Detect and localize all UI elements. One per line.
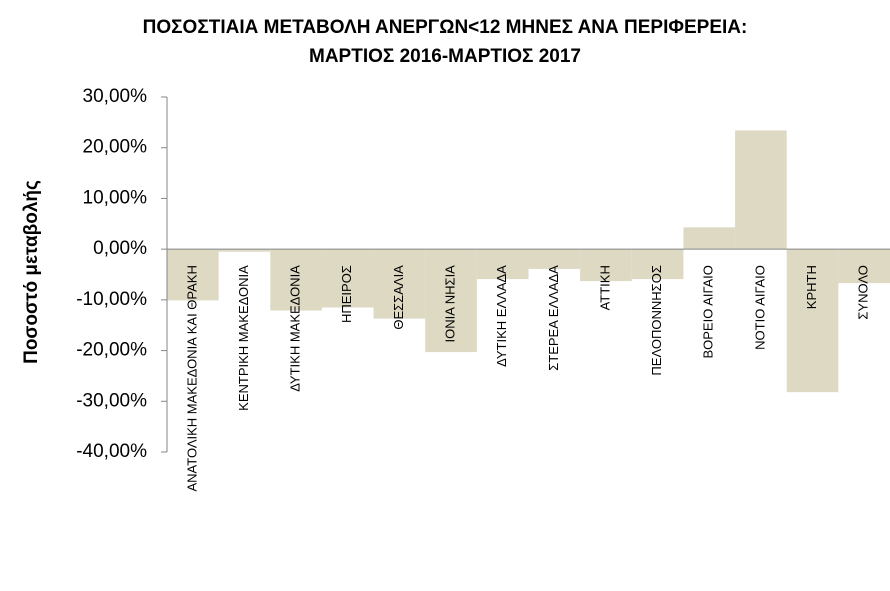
y-tick-label: -20,00% (76, 340, 147, 361)
x-tick-label: ΔΥΤΙΚΗ ΜΑΚΕΔΟΝΙΑ (288, 265, 303, 392)
chart-title: ΜΑΡΤΙΟΣ 2016-ΜΑΡΤΙΟΣ 2017 (309, 46, 581, 67)
bar (270, 249, 322, 311)
bar (476, 249, 529, 280)
x-tick-label: ΠΕΛΟΠΟΝΝΗΣΟΣ (649, 265, 664, 375)
y-tick-label: 0,00% (93, 238, 147, 259)
y-tick-label: 30,00% (83, 86, 148, 107)
x-tick-label: ΣΤΕΡΕΑ ΕΛΛΑΔΑ (546, 265, 561, 371)
x-tick-label: ΒΟΡΕΙΟ ΑΙΓΑΙΟ (701, 265, 716, 358)
bar (580, 249, 632, 282)
x-tick-label: ΔΥΤΙΚΗ ΕΛΛΑΔΑ (494, 265, 509, 367)
x-tick-label: ΘΕΣΣΑΛΙΑ (391, 265, 406, 330)
bar (373, 249, 426, 319)
x-tick-label: ΝΟΤΙΟ ΑΙΓΑΙΟ (752, 265, 767, 350)
y-tick-label: 10,00% (83, 187, 148, 208)
bar (838, 249, 890, 284)
x-tick-label: ΚΕΝΤΡΙΚΗ ΜΑΚΕΔΟΝΙΑ (236, 265, 251, 411)
bar (786, 249, 839, 393)
x-tick-label: ΑΤΤΙΚΗ (597, 265, 612, 310)
x-tick-label: ΙΟΝΙΑ ΝΗΣΙΑ (442, 265, 457, 343)
chart-title: ΠΟΣΟΣΤΙΑΙΑ ΜΕΤΑΒΟΛΗ ΑΝΕΡΓΩΝ<12 ΜΗΝΕΣ ΑΝΑ… (143, 17, 748, 38)
x-tick-label: ΗΠΕΙΡΟΣ (339, 265, 354, 323)
bar (631, 249, 684, 280)
bar (218, 249, 271, 252)
y-tick-label: -10,00% (76, 289, 147, 310)
bar (683, 227, 736, 250)
x-tick-label: ΑΝΑΤΟΛΙΚΗ ΜΑΚΕΔΟΝΙΑ ΚΑΙ ΘΡΑΚΗ (184, 265, 199, 491)
bar (528, 249, 581, 269)
x-tick-label: ΣΥΝΟΛΟ (856, 265, 871, 320)
y-tick-label: 20,00% (83, 137, 148, 158)
y-axis-label: Ποσοστό μεταβολής (21, 180, 42, 364)
bar (167, 249, 219, 301)
bar (425, 249, 477, 353)
bar (321, 249, 374, 308)
bar (735, 130, 787, 250)
y-tick-label: -40,00% (76, 441, 147, 462)
y-tick-label: -30,00% (76, 390, 147, 411)
x-tick-label: ΚΡΗΤΗ (804, 265, 819, 309)
